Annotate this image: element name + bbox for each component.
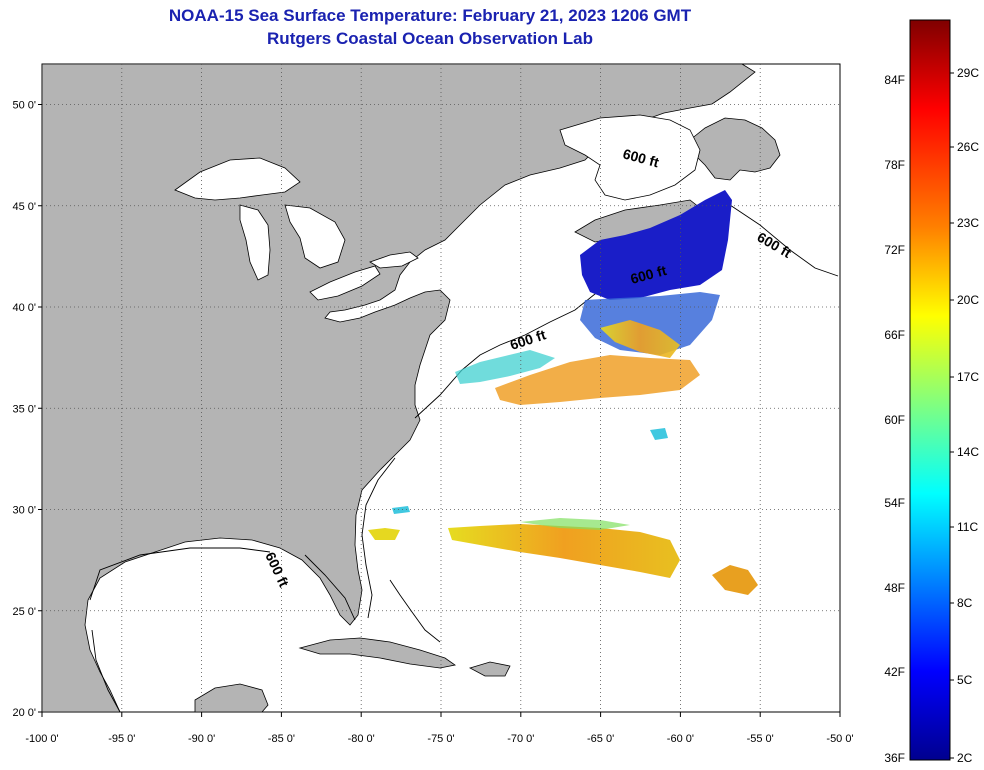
longitude-tick-label: -55 0' <box>747 733 774 745</box>
longitude-tick-label: -60 0' <box>667 733 694 745</box>
sst-gulf-stream-north <box>600 320 680 358</box>
colorbar-c-label: 11C <box>957 520 978 534</box>
sst-slope-cyan <box>455 350 555 384</box>
colorbar <box>909 19 951 761</box>
lake-ontario <box>369 251 419 269</box>
sst-gulf-of-maine-cold <box>580 190 732 300</box>
colorbar-f-label: 54F <box>884 496 905 510</box>
map-grid <box>38 64 841 717</box>
colorbar-c-label: 5C <box>957 673 973 687</box>
longitude-tick-label: -90 0' <box>188 733 215 745</box>
colorbar-f-label: 72F <box>884 243 905 257</box>
longitude-tick-label: -80 0' <box>348 733 375 745</box>
sst-fleck-2 <box>392 506 410 514</box>
sst-small-west <box>368 528 400 540</box>
gulf-st-lawrence <box>559 114 701 201</box>
colorbar-c-label: 8C <box>957 596 973 610</box>
latitude-tick-label: 30 0' <box>12 505 36 517</box>
sst-patches <box>368 190 758 595</box>
colorbar-c-label: 14C <box>957 445 979 459</box>
sst-subtropic-band <box>448 524 680 578</box>
lake-michigan <box>239 204 271 281</box>
colorbar-c-label: 26C <box>957 140 979 154</box>
colorbar-f-label: 66F <box>884 328 905 342</box>
longitude-tick-label: -100 0' <box>25 733 58 745</box>
longitude-tick-label: -75 0' <box>427 733 454 745</box>
colorbar-f-label: 48F <box>884 581 905 595</box>
latitude-tick-label: 35 0' <box>12 403 36 415</box>
longitude-tick-labels: -100 0' -95 0' -90 0' -85 0' -80 0' -75 0' -70… <box>25 733 853 745</box>
latitude-tick-label: 50 0' <box>12 100 36 112</box>
lake-erie <box>309 265 381 301</box>
latitude-tick-label: 20 0' <box>12 707 36 719</box>
latitude-tick-labels: 20 0' 25 0' 30 0' 35 0' 40 0' 45 0' 50 0' <box>12 100 36 720</box>
north-america-land <box>42 64 756 712</box>
longitude-tick-label: -70 0' <box>507 733 534 745</box>
colorbar-f-label: 42F <box>884 665 905 679</box>
longitude-tick-label: -65 0' <box>587 733 614 745</box>
map-subtitle: Rutgers Coastal Ocean Observation Lab <box>267 29 593 48</box>
sst-band-green <box>520 518 630 530</box>
longitude-tick-label: -50 0' <box>826 733 853 745</box>
newfoundland-land <box>689 117 781 181</box>
colorbar-c-label: 23C <box>957 216 979 230</box>
colorbar-f-label: 36F <box>884 751 905 765</box>
latitude-tick-label: 40 0' <box>12 302 36 314</box>
colorbar-c-label: 29C <box>957 66 979 80</box>
lake-superior <box>174 157 301 201</box>
latitude-tick-label: 25 0' <box>12 606 36 618</box>
map-title: NOAA-15 Sea Surface Temperature: Februar… <box>168 6 692 25</box>
longitude-tick-label: -85 0' <box>268 733 295 745</box>
longitude-tick-label: -95 0' <box>108 733 135 745</box>
colorbar-c-label: 20C <box>957 293 979 307</box>
yucatan-land <box>194 683 269 712</box>
colorbar-f-label: 78F <box>884 158 905 172</box>
lake-huron <box>284 204 346 269</box>
colorbar-c-label: 2C <box>957 751 973 765</box>
colorbar-f-label: 60F <box>884 413 905 427</box>
colorbar-celsius-labels: 29C 26C 23C 20C 17C 14C 11C 8C 5C 2C <box>950 66 979 765</box>
colorbar-f-label: 84F <box>884 73 905 87</box>
sst-fleck-1 <box>650 428 668 440</box>
hispaniola-land <box>468 661 511 677</box>
sst-gulf-stream <box>495 355 700 405</box>
sst-small-east <box>712 565 758 595</box>
colorbar-c-label: 17C <box>957 370 979 384</box>
cuba-land <box>298 637 456 669</box>
latitude-tick-label: 45 0' <box>12 201 36 213</box>
colorbar-fahrenheit-labels: 84F 78F 72F 66F 60F 54F 48F 42F 36F <box>884 73 905 765</box>
